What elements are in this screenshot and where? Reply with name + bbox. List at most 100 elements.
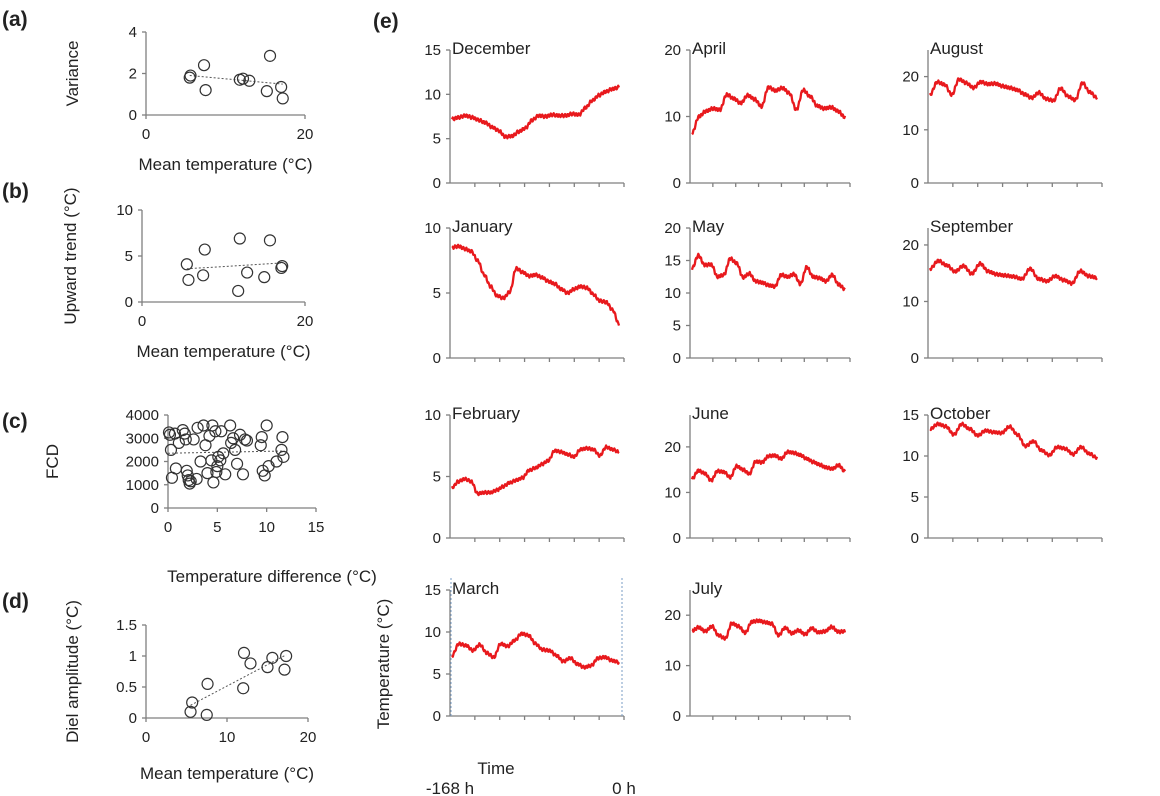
b-data-point — [263, 234, 277, 247]
c-data-point — [227, 432, 240, 445]
b-x-tick-label: 0 — [138, 313, 146, 330]
c-data-point — [190, 472, 203, 486]
month-panel-october: 0 5 10 15 October — [902, 404, 1103, 547]
month-panel-january: 0 5 10 January — [424, 217, 625, 367]
april-temperature-series — [691, 85, 847, 136]
panel-label-c: (c) — [2, 410, 28, 433]
c-y-tick-label: 1000 — [126, 477, 159, 494]
month-panel-december: 0 5 10 15 December — [424, 39, 625, 192]
c-data-point — [224, 419, 237, 432]
b-data-point — [241, 266, 254, 279]
september-y-tick-label: 10 — [902, 293, 919, 310]
c-data-point — [181, 469, 194, 482]
c-data-point — [214, 454, 227, 467]
february-month-title: February — [452, 404, 521, 423]
january-y-tick-label: 10 — [424, 220, 441, 237]
c-data-point — [270, 455, 283, 468]
february-y-tick-label: 5 — [433, 469, 441, 486]
a-x-tick-label: 0 — [142, 126, 150, 143]
d-y-tick-label: 1.5 — [116, 617, 137, 634]
b-y-tick-label: 5 — [125, 248, 133, 265]
may-y-tick-label: 20 — [664, 220, 681, 237]
a-data-point — [260, 85, 273, 98]
scatter-panel-b: 0 5 10 0 20 Mean temperature (°C) Upward trend… — [61, 187, 313, 361]
c-data-point — [164, 443, 178, 456]
c-data-point — [194, 455, 207, 468]
e-x-end-label: 0 h — [612, 779, 636, 796]
month-panel-march: 0 5 10 15 March — [424, 578, 625, 725]
c-data-point — [276, 430, 289, 444]
c-data-point — [197, 419, 210, 432]
may-month-title: May — [692, 217, 725, 236]
a-trend-line — [189, 74, 283, 85]
c-ylabel: FCD — [43, 444, 62, 479]
a-ylabel: Variance — [63, 41, 82, 107]
october-y-tick-label: 15 — [902, 407, 919, 424]
c-data-point — [240, 434, 254, 447]
d-data-point — [261, 661, 274, 674]
may-y-tick-label: 10 — [664, 285, 681, 302]
march-y-tick-label: 5 — [433, 666, 441, 683]
october-month-title: October — [930, 404, 991, 423]
c-x-tick-label: 5 — [213, 519, 221, 536]
a-data-point — [263, 49, 277, 62]
august-y-tick-label: 10 — [902, 122, 919, 139]
february-y-tick-label: 0 — [433, 530, 441, 547]
a-data-point — [275, 80, 288, 94]
b-trend-line — [186, 262, 283, 270]
d-data-point — [200, 708, 213, 722]
c-data-point — [184, 475, 197, 488]
c-data-point — [277, 450, 290, 463]
panel-label-e: (e) — [373, 10, 399, 33]
month-panel-august: 0 10 20 August — [902, 39, 1103, 192]
march-y-tick-label: 15 — [424, 582, 441, 599]
july-temperature-series — [691, 618, 847, 641]
d-y-tick-label: 1 — [129, 648, 137, 665]
b-y-tick-label: 0 — [125, 294, 133, 311]
scatter-panel-d: 0 0.5 1 1.5 0 10 20 Mean temperature (°C) Diel a… — [63, 600, 316, 783]
a-data-point — [199, 83, 212, 97]
c-data-point — [219, 468, 232, 481]
april-y-tick-label: 20 — [664, 42, 681, 59]
august-temperature-series — [928, 77, 1098, 103]
b-data-point — [232, 284, 245, 298]
c-data-point — [207, 476, 220, 489]
month-panel-june: 0 10 20 June — [664, 404, 851, 547]
july-y-tick-label: 20 — [664, 607, 681, 624]
a-x-tick-label: 20 — [297, 126, 314, 143]
c-data-point — [236, 468, 250, 481]
february-temperature-series — [450, 444, 620, 497]
april-month-title: April — [692, 39, 726, 58]
d-y-tick-label: 0 — [129, 710, 137, 727]
c-trend-line — [167, 450, 285, 454]
october-y-tick-label: 0 — [911, 530, 919, 547]
b-xlabel: Mean temperature (°C) — [136, 342, 310, 361]
a-xlabel: Mean temperature (°C) — [138, 155, 312, 174]
july-y-tick-label: 0 — [673, 708, 681, 725]
panel-label-d: (d) — [2, 590, 29, 613]
d-trend-line — [190, 654, 287, 706]
december-y-tick-label: 5 — [433, 131, 441, 148]
scatter-panel-a: 0 2 4 0 20 Mean temperature (°C) Variance — [63, 24, 313, 174]
june-y-tick-label: 10 — [664, 484, 681, 501]
c-data-point — [191, 421, 204, 434]
e-xlabel: Time — [477, 759, 514, 778]
d-x-tick-label: 0 — [142, 729, 150, 746]
july-y-tick-label: 10 — [664, 658, 681, 675]
b-data-point — [276, 260, 289, 273]
month-panel-may: 0 5 10 15 20 May — [664, 217, 851, 367]
a-y-tick-label: 2 — [129, 66, 137, 83]
september-y-tick-label: 20 — [902, 237, 919, 254]
d-data-point — [244, 657, 257, 670]
scatter-panel-c: 0 1000 2000 3000 4000 0 5 10 15 Temperature diffe… — [43, 407, 377, 586]
june-month-title: June — [692, 404, 729, 423]
b-data-point — [233, 232, 246, 245]
d-x-tick-label: 20 — [300, 729, 317, 746]
monthly-temperature-panels: 0 5 10 15 December 0 5 10 January 0 5 10 February 0 5 1… — [424, 39, 1103, 725]
panel-label-b: (b) — [2, 180, 29, 203]
c-data-point — [187, 433, 200, 446]
b-ylabel: Upward trend (°C) — [61, 187, 80, 324]
october-temperature-series — [929, 421, 1099, 460]
